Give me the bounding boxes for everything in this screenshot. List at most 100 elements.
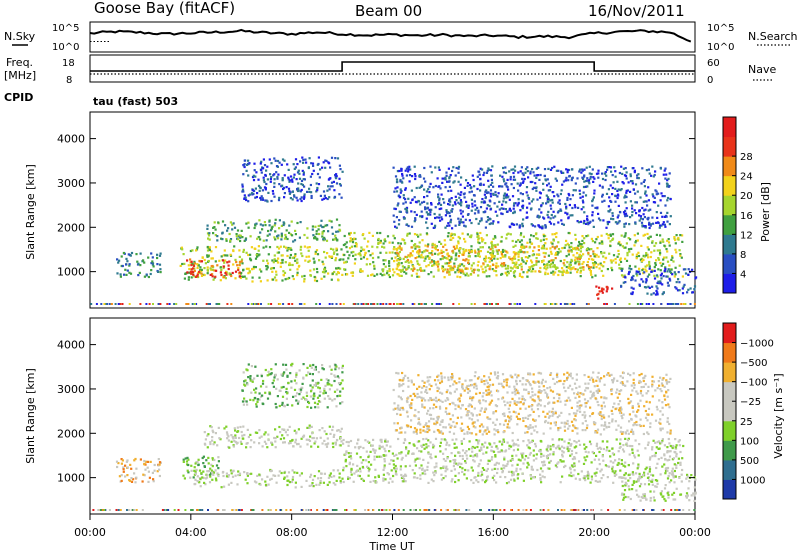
- heatmap-cell: [644, 192, 647, 195]
- heatmap-cell: [665, 275, 668, 278]
- heatmap-cell: [319, 481, 322, 484]
- heatmap-cell: [670, 479, 673, 482]
- heatmap-cell: [535, 257, 538, 260]
- heatmap-cell: [319, 436, 322, 439]
- heatmap-cell: [383, 466, 386, 469]
- heatmap-cell: [250, 365, 253, 368]
- heatmap-cell: [291, 469, 294, 472]
- heatmap-cell: [352, 463, 355, 466]
- heatmap-cell: [434, 224, 437, 227]
- heatmap-cell: [207, 234, 211, 237]
- heatmap-cell: [673, 275, 676, 278]
- heatmap-cell: [435, 465, 438, 468]
- heatmap-cell: [501, 254, 504, 257]
- heatmap-cell: [552, 451, 555, 454]
- heatmap-cell: [624, 481, 627, 484]
- heatmap-cell: [309, 183, 312, 187]
- heatmap-cell: [194, 275, 198, 278]
- heatmap-cell: [494, 244, 497, 247]
- heatmap-cell: [290, 380, 293, 383]
- heatmap-cell: [386, 272, 389, 275]
- heatmap-cell: [668, 264, 671, 267]
- heatmap-cell: [254, 266, 257, 269]
- heatmap-cell: [555, 465, 559, 469]
- heatmap-cell: [393, 190, 396, 193]
- heatmap-cell: [473, 185, 476, 188]
- heatmap-cell: [481, 268, 484, 271]
- heatmap-cell: [513, 254, 516, 257]
- heatmap-cell: [272, 261, 275, 264]
- heatmap-cell: [348, 247, 352, 250]
- heatmap-cell: [472, 262, 475, 265]
- heatmap-cell: [378, 455, 381, 458]
- heatmap-cell: [371, 273, 374, 276]
- heatmap-cell: [293, 388, 297, 391]
- heatmap-cell: [611, 465, 614, 468]
- heatmap-cell: [442, 198, 445, 201]
- heatmap-cell: [585, 446, 588, 449]
- heatmap-cell: [586, 455, 589, 458]
- heatmap-cell: [537, 249, 540, 252]
- heatmap-cell: [315, 381, 318, 385]
- heatmap-cell: [516, 448, 520, 451]
- noise-series-nsky: [89, 28, 692, 43]
- heatmap-cell: [150, 262, 153, 265]
- heatmap-cell: [285, 229, 288, 232]
- heatmap-cell: [573, 462, 576, 465]
- colorbar-segment: [723, 273, 736, 294]
- heatmap-cell: [554, 257, 557, 260]
- heatmap-cell: [572, 189, 575, 192]
- heatmap-cell: [484, 196, 487, 199]
- heatmap-cell: [581, 176, 584, 179]
- heatmap-cell: [193, 469, 196, 472]
- heatmap-cell: [651, 455, 654, 458]
- heatmap-cell: [656, 281, 659, 285]
- heatmap-cell: [618, 446, 621, 450]
- heatmap-cell: [286, 483, 289, 487]
- heatmap-cell: [268, 373, 271, 376]
- heatmap-cell: [583, 168, 586, 171]
- heatmap-cell: [556, 193, 559, 196]
- heatmap-cell: [465, 450, 468, 453]
- heatmap-cell: [325, 159, 328, 163]
- heatmap-cell: [355, 452, 359, 455]
- heatmap-cell: [420, 184, 424, 187]
- heatmap-cell: [528, 238, 531, 241]
- heatmap-cell: [586, 474, 589, 477]
- heatmap-cell: [589, 177, 592, 180]
- heatmap-cell: [245, 169, 248, 172]
- heatmap-cell: [472, 178, 475, 182]
- heatmap-cell: [597, 412, 600, 415]
- power-colorbar-label: Power [dB]: [759, 182, 772, 242]
- heatmap-cell: [322, 190, 326, 193]
- heatmap-cell: [326, 483, 329, 486]
- heatmap-region-1: [179, 245, 344, 283]
- heatmap-cell: [152, 480, 155, 483]
- heatmap-cell: [222, 265, 225, 268]
- heatmap-cell: [225, 273, 228, 276]
- heatmap-cell: [509, 226, 512, 229]
- heatmap-cell: [330, 368, 333, 371]
- heatmap-cell: [662, 221, 665, 224]
- heatmap-cell: [501, 185, 504, 188]
- heatmap-cell: [569, 261, 572, 264]
- heatmap-cell: [477, 170, 480, 173]
- heatmap-cell: [677, 440, 680, 443]
- heatmap-cell: [565, 205, 568, 208]
- heatmap-cell: [388, 269, 391, 273]
- strip-cell: [194, 303, 196, 305]
- heatmap-cell: [295, 373, 298, 376]
- heatmap-cell: [637, 251, 640, 254]
- heatmap-cell: [564, 399, 567, 403]
- heatmap-cell: [668, 481, 671, 484]
- beam-title: Beam 00: [355, 2, 422, 20]
- heatmap-cell: [387, 481, 390, 484]
- heatmap-cell: [275, 273, 278, 276]
- heatmap-cell: [287, 178, 290, 181]
- heatmap-cell: [338, 183, 342, 186]
- heatmap-cell: [457, 201, 460, 204]
- heatmap-cell: [135, 476, 138, 479]
- heatmap-cell: [437, 260, 440, 263]
- heatmap-cell: [570, 250, 573, 253]
- heatmap-cell: [665, 248, 668, 251]
